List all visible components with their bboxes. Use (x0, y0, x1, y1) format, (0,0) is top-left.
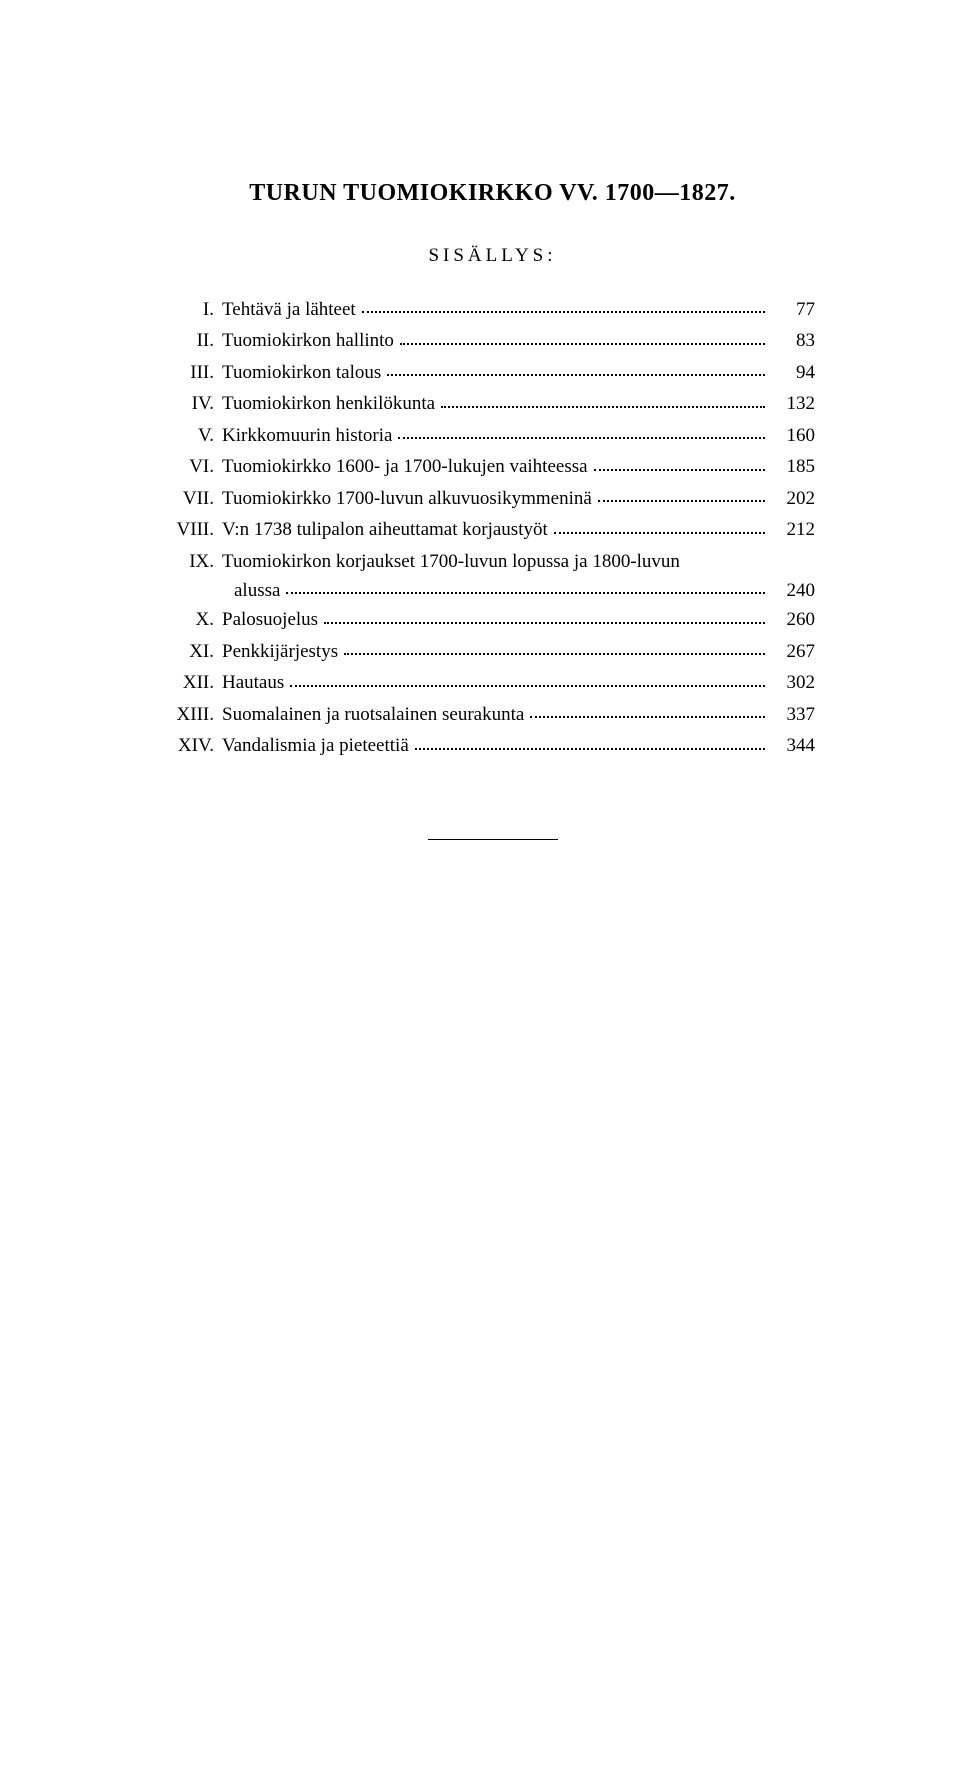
page-number: 160 (771, 421, 815, 450)
toc-entry: V. Kirkkomuurin historia 160 (170, 421, 815, 450)
roman-numeral: II. (170, 326, 222, 355)
leader-dots (554, 532, 765, 534)
toc-entry: XI. Penkkijärjestys 267 (170, 637, 815, 666)
page-number: 212 (771, 515, 815, 544)
leader-dots (441, 406, 765, 408)
leader-dots (594, 469, 765, 471)
toc-entry: IV. Tuomiokirkon henkilökunta 132 (170, 389, 815, 418)
entry-text: Penkkijärjestys (222, 637, 338, 666)
roman-numeral: V. (170, 421, 222, 450)
toc-entry: XII. Hautaus 302 (170, 668, 815, 697)
page-number: 185 (771, 452, 815, 481)
table-of-contents: I. Tehtävä ja lähteet 77 II. Tuomiokirko… (170, 295, 815, 761)
entry-text: Tuomiokirkon hallinto (222, 326, 394, 355)
toc-entry: VIII. V:n 1738 tulipalon aiheuttamat kor… (170, 515, 815, 544)
entry-text: Hautaus (222, 668, 284, 697)
roman-numeral: IX. (170, 547, 222, 576)
roman-numeral: I. (170, 295, 222, 324)
roman-numeral: IV. (170, 389, 222, 418)
leader-dots (530, 716, 765, 718)
leader-dots (415, 748, 765, 750)
page-number: 240 (771, 576, 815, 605)
toc-entry: VI. Tuomiokirkko 1600- ja 1700-lukujen v… (170, 452, 815, 481)
page-title: TURUN TUOMIOKIRKKO VV. 1700—1827. (170, 180, 815, 207)
toc-entry: II. Tuomiokirkon hallinto 83 (170, 326, 815, 355)
page-number: 344 (771, 731, 815, 760)
toc-entry: IX. Tuomiokirkon korjaukset 1700-luvun l… (170, 547, 815, 606)
page-number: 132 (771, 389, 815, 418)
toc-entry: X. Palosuojelus 260 (170, 605, 815, 634)
entry-text: Tuomiokirkko 1700-luvun alkuvuosikymmeni… (222, 484, 592, 513)
leader-dots (400, 343, 765, 345)
roman-numeral: VIII. (170, 515, 222, 544)
entry-text: Tuomiokirkon henkilökunta (222, 389, 435, 418)
leader-dots (286, 592, 765, 594)
page-number: 77 (771, 295, 815, 324)
roman-numeral: VII. (170, 484, 222, 513)
toc-entry: XIII. Suomalainen ja ruotsalainen seurak… (170, 700, 815, 729)
roman-numeral: XI. (170, 637, 222, 666)
roman-numeral: VI. (170, 452, 222, 481)
horizontal-rule (428, 839, 558, 840)
entry-text: Tuomiokirkon talous (222, 358, 381, 387)
entry-text-continued: alussa (234, 576, 280, 605)
leader-dots (290, 685, 765, 687)
entry-text: Tuomiokirkon korjaukset 1700-luvun lopus… (222, 547, 680, 576)
entry-text: Kirkkomuurin historia (222, 421, 392, 450)
leader-dots (344, 653, 765, 655)
leader-dots (398, 437, 765, 439)
toc-entry: VII. Tuomiokirkko 1700-luvun alkuvuosiky… (170, 484, 815, 513)
page-number: 302 (771, 668, 815, 697)
roman-numeral: X. (170, 605, 222, 634)
toc-entry: I. Tehtävä ja lähteet 77 (170, 295, 815, 324)
entry-text: Palosuojelus (222, 605, 318, 634)
roman-numeral: III. (170, 358, 222, 387)
page-number: 337 (771, 700, 815, 729)
entry-text: Tuomiokirkko 1600- ja 1700-lukujen vaiht… (222, 452, 588, 481)
subtitle: SISÄLLYS: (170, 245, 815, 267)
toc-entry: XIV. Vandalismia ja pieteettiä 344 (170, 731, 815, 760)
leader-dots (324, 622, 765, 624)
entry-text: Tehtävä ja lähteet (222, 295, 356, 324)
page-number: 267 (771, 637, 815, 666)
leader-dots (387, 374, 765, 376)
entry-text: Suomalainen ja ruotsalainen seurakunta (222, 700, 524, 729)
toc-entry: III. Tuomiokirkon talous 94 (170, 358, 815, 387)
page-number: 83 (771, 326, 815, 355)
page-number: 202 (771, 484, 815, 513)
entry-text: V:n 1738 tulipalon aiheuttamat korjausty… (222, 515, 548, 544)
roman-numeral: XIII. (170, 700, 222, 729)
roman-numeral: XIV. (170, 731, 222, 760)
roman-numeral: XII. (170, 668, 222, 697)
page-number: 94 (771, 358, 815, 387)
page-number: 260 (771, 605, 815, 634)
leader-dots (598, 500, 765, 502)
entry-text: Vandalismia ja pieteettiä (222, 731, 409, 760)
leader-dots (362, 311, 765, 313)
